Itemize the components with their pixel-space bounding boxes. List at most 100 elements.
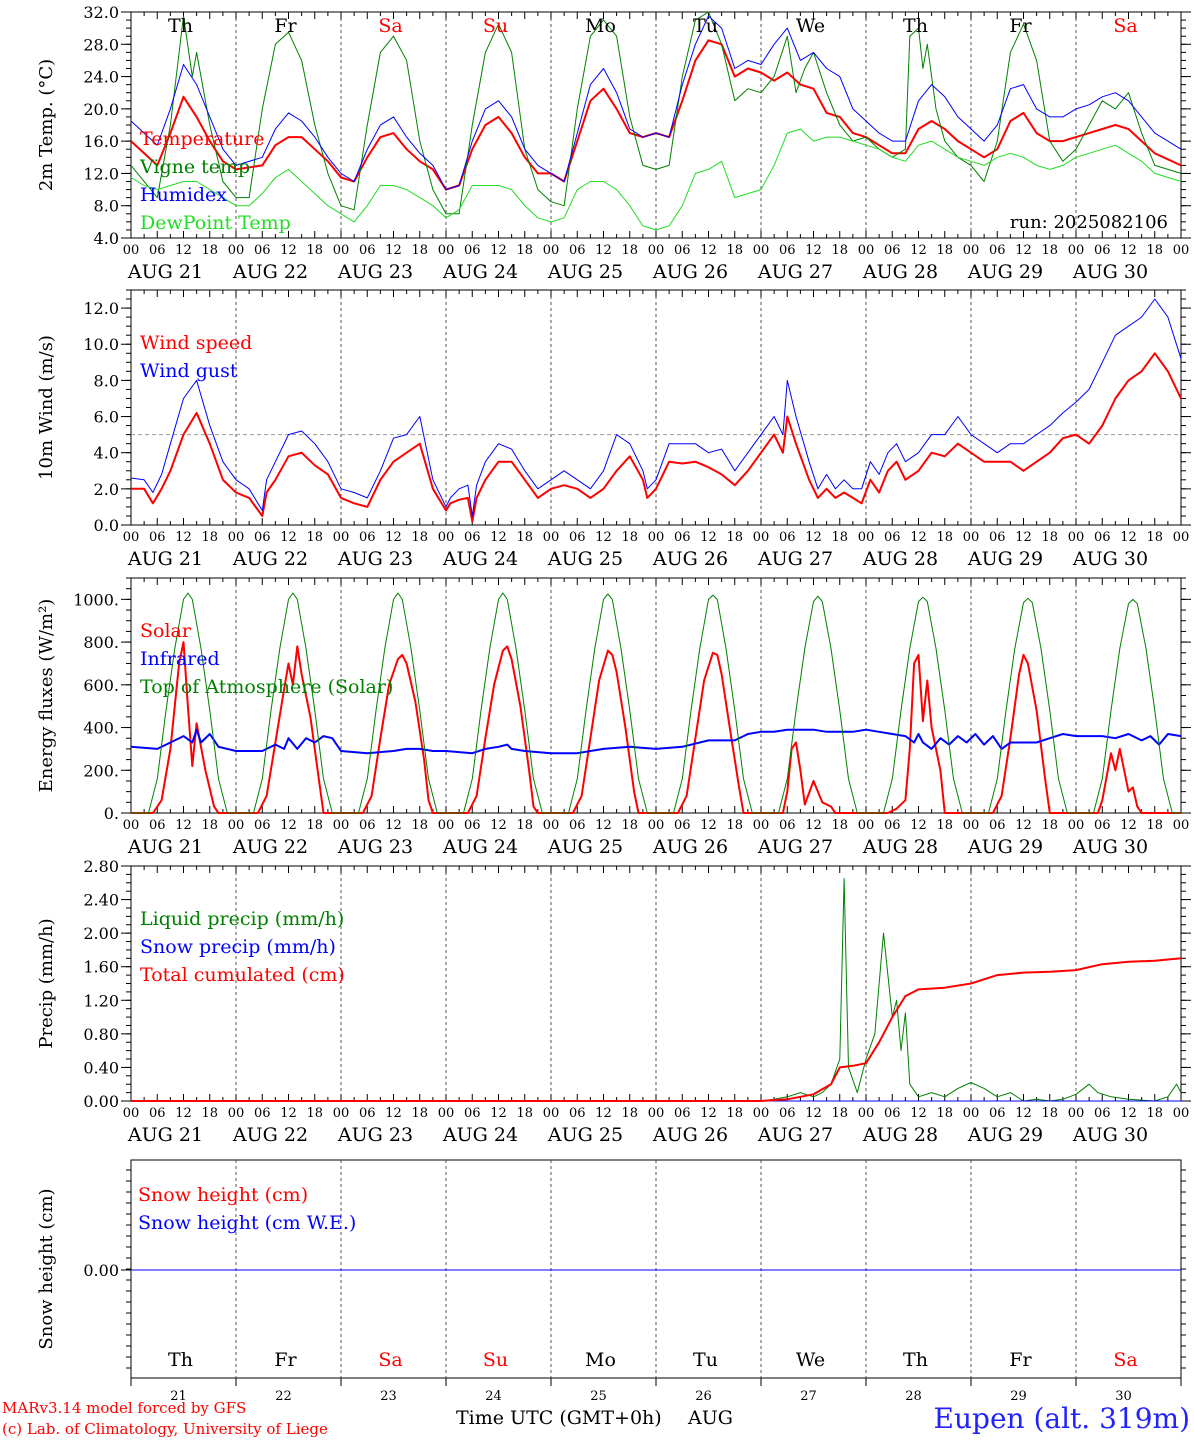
- hour-tick-label: 00: [963, 818, 980, 833]
- legend-entry: Snow height (cm): [138, 1184, 308, 1206]
- hour-tick-label: 12: [805, 530, 822, 545]
- hour-tick-label: 12: [1015, 1106, 1032, 1121]
- weekday-label: Fr: [1009, 15, 1032, 37]
- y-tick-label: 0.00: [83, 1092, 119, 1111]
- date-label: AUG 27: [757, 836, 833, 858]
- legend-entry: Temperature: [140, 128, 264, 150]
- hour-tick-label: 12: [280, 818, 297, 833]
- y-tick-label: 2.80: [83, 857, 119, 876]
- hour-tick-label: 18: [831, 1106, 848, 1121]
- hour-tick-label: 18: [516, 243, 533, 258]
- hour-tick-label: 12: [280, 243, 297, 258]
- weekday-label: Tu: [693, 1349, 718, 1371]
- hour-tick-label: 00: [543, 530, 560, 545]
- footer: MARv3.14 model forced by GFS (c) Lab. of…: [2, 1399, 1190, 1438]
- weekday-label: Th: [903, 1349, 928, 1371]
- date-label: AUG 30: [1072, 548, 1148, 570]
- hour-tick-label: 00: [123, 1106, 140, 1121]
- weekday-label: Mo: [585, 1349, 616, 1371]
- hour-tick-label: 12: [385, 530, 402, 545]
- credit-line-1: MARv3.14 model forced by GFS: [2, 1399, 246, 1417]
- date-label: AUG 28: [862, 836, 938, 858]
- hour-tick-label: 06: [989, 1106, 1006, 1121]
- day-number-label: 27: [800, 1389, 817, 1404]
- hour-tick-label: 06: [884, 243, 901, 258]
- hour-tick-label: 12: [1015, 530, 1032, 545]
- hour-tick-label: 06: [884, 818, 901, 833]
- hour-tick-label: 12: [805, 243, 822, 258]
- date-label: AUG 22: [232, 1124, 308, 1146]
- x-axis-label: Time UTC (GMT+0h): [456, 1407, 662, 1429]
- hour-tick-label: 12: [910, 243, 927, 258]
- hour-tick-label: 12: [280, 1106, 297, 1121]
- panel-precip: 00 06 12 18 00 06 12 18 00 06 12 18 00 06 12 18 00 06 12 18…: [36, 857, 1191, 1146]
- hour-tick-label: 18: [411, 818, 428, 833]
- series-line-wind-speed: [131, 352, 1182, 523]
- date-label: AUG 27: [757, 548, 833, 570]
- hour-tick-label: 00: [1068, 243, 1085, 258]
- y-tick-label: 4.0: [94, 444, 119, 463]
- hour-tick-label: 18: [1146, 818, 1163, 833]
- date-label: AUG 30: [1072, 1124, 1148, 1146]
- hour-tick-label: 00: [1173, 243, 1190, 258]
- hour-tick-label: 00: [858, 1106, 875, 1121]
- hour-tick-label: 06: [1094, 243, 1111, 258]
- hour-tick-label: 18: [726, 818, 743, 833]
- hour-tick-label: 00: [963, 1106, 980, 1121]
- hour-tick-label: 00: [753, 243, 770, 258]
- hour-tick-label: 12: [385, 243, 402, 258]
- hour-tick-label: 18: [936, 1106, 953, 1121]
- weekday-label: Sa: [1113, 15, 1137, 37]
- hour-tick-label: 00: [648, 1106, 665, 1121]
- weekday-label: Tu: [693, 15, 718, 37]
- date-label: AUG 22: [232, 836, 308, 858]
- hour-tick-label: 00: [543, 1106, 560, 1121]
- panel-temperature: 00 06 12 18 00 06 12 18 00 06 12 18 00 06 12 18 00 06 12 18…: [36, 3, 1191, 283]
- date-label: AUG 29: [967, 836, 1043, 858]
- y-tick-label: 400.: [83, 719, 119, 738]
- hour-tick-label: 06: [674, 818, 691, 833]
- date-label: AUG 27: [757, 261, 833, 283]
- series-line-dewpoint-temp: [130, 128, 1182, 231]
- hour-tick-label: 00: [648, 243, 665, 258]
- hour-tick-label: 12: [700, 530, 717, 545]
- hour-tick-label: 00: [858, 818, 875, 833]
- hour-tick-label: 00: [228, 243, 245, 258]
- weekday-label: Th: [903, 15, 928, 37]
- y-tick-label: 0.00: [83, 1261, 119, 1280]
- hour-tick-label: 06: [569, 243, 586, 258]
- weekday-label: Fr: [1009, 1349, 1032, 1371]
- hour-tick-label: 06: [674, 530, 691, 545]
- hour-tick-label: 00: [963, 243, 980, 258]
- legend-entry: Solar: [140, 620, 192, 642]
- hour-tick-label: 18: [411, 1106, 428, 1121]
- hour-tick-label: 06: [464, 1106, 481, 1121]
- hour-tick-label: 06: [569, 530, 586, 545]
- date-label: AUG 22: [232, 548, 308, 570]
- hour-tick-label: 18: [201, 1106, 218, 1121]
- hour-tick-label: 18: [831, 530, 848, 545]
- hour-tick-label: 12: [910, 1106, 927, 1121]
- hour-tick-label: 06: [149, 818, 166, 833]
- series-line-vigne-temp: [130, 11, 1182, 215]
- hour-tick-label: 18: [621, 818, 638, 833]
- hour-tick-label: 06: [149, 1106, 166, 1121]
- hour-tick-label: 18: [306, 243, 323, 258]
- hour-tick-label: 00: [123, 530, 140, 545]
- legend-entry: Total cumulated (cm): [140, 964, 345, 986]
- y-tick-label: 0.80: [83, 1025, 119, 1044]
- hour-tick-label: 18: [621, 243, 638, 258]
- date-label: AUG 26: [652, 1124, 728, 1146]
- hour-tick-label: 00: [123, 243, 140, 258]
- hour-tick-label: 06: [674, 243, 691, 258]
- legend-entry: Snow precip (mm/h): [140, 936, 336, 958]
- hour-tick-label: 18: [726, 1106, 743, 1121]
- hour-tick-label: 18: [516, 1106, 533, 1121]
- hour-tick-label: 00: [963, 530, 980, 545]
- y-axis-title: Snow height (cm): [36, 1188, 57, 1349]
- date-label: AUG 30: [1072, 261, 1148, 283]
- y-tick-label: 24.0: [83, 68, 119, 87]
- hour-tick-label: 00: [228, 818, 245, 833]
- hour-tick-label: 18: [1146, 243, 1163, 258]
- hour-tick-label: 06: [779, 530, 796, 545]
